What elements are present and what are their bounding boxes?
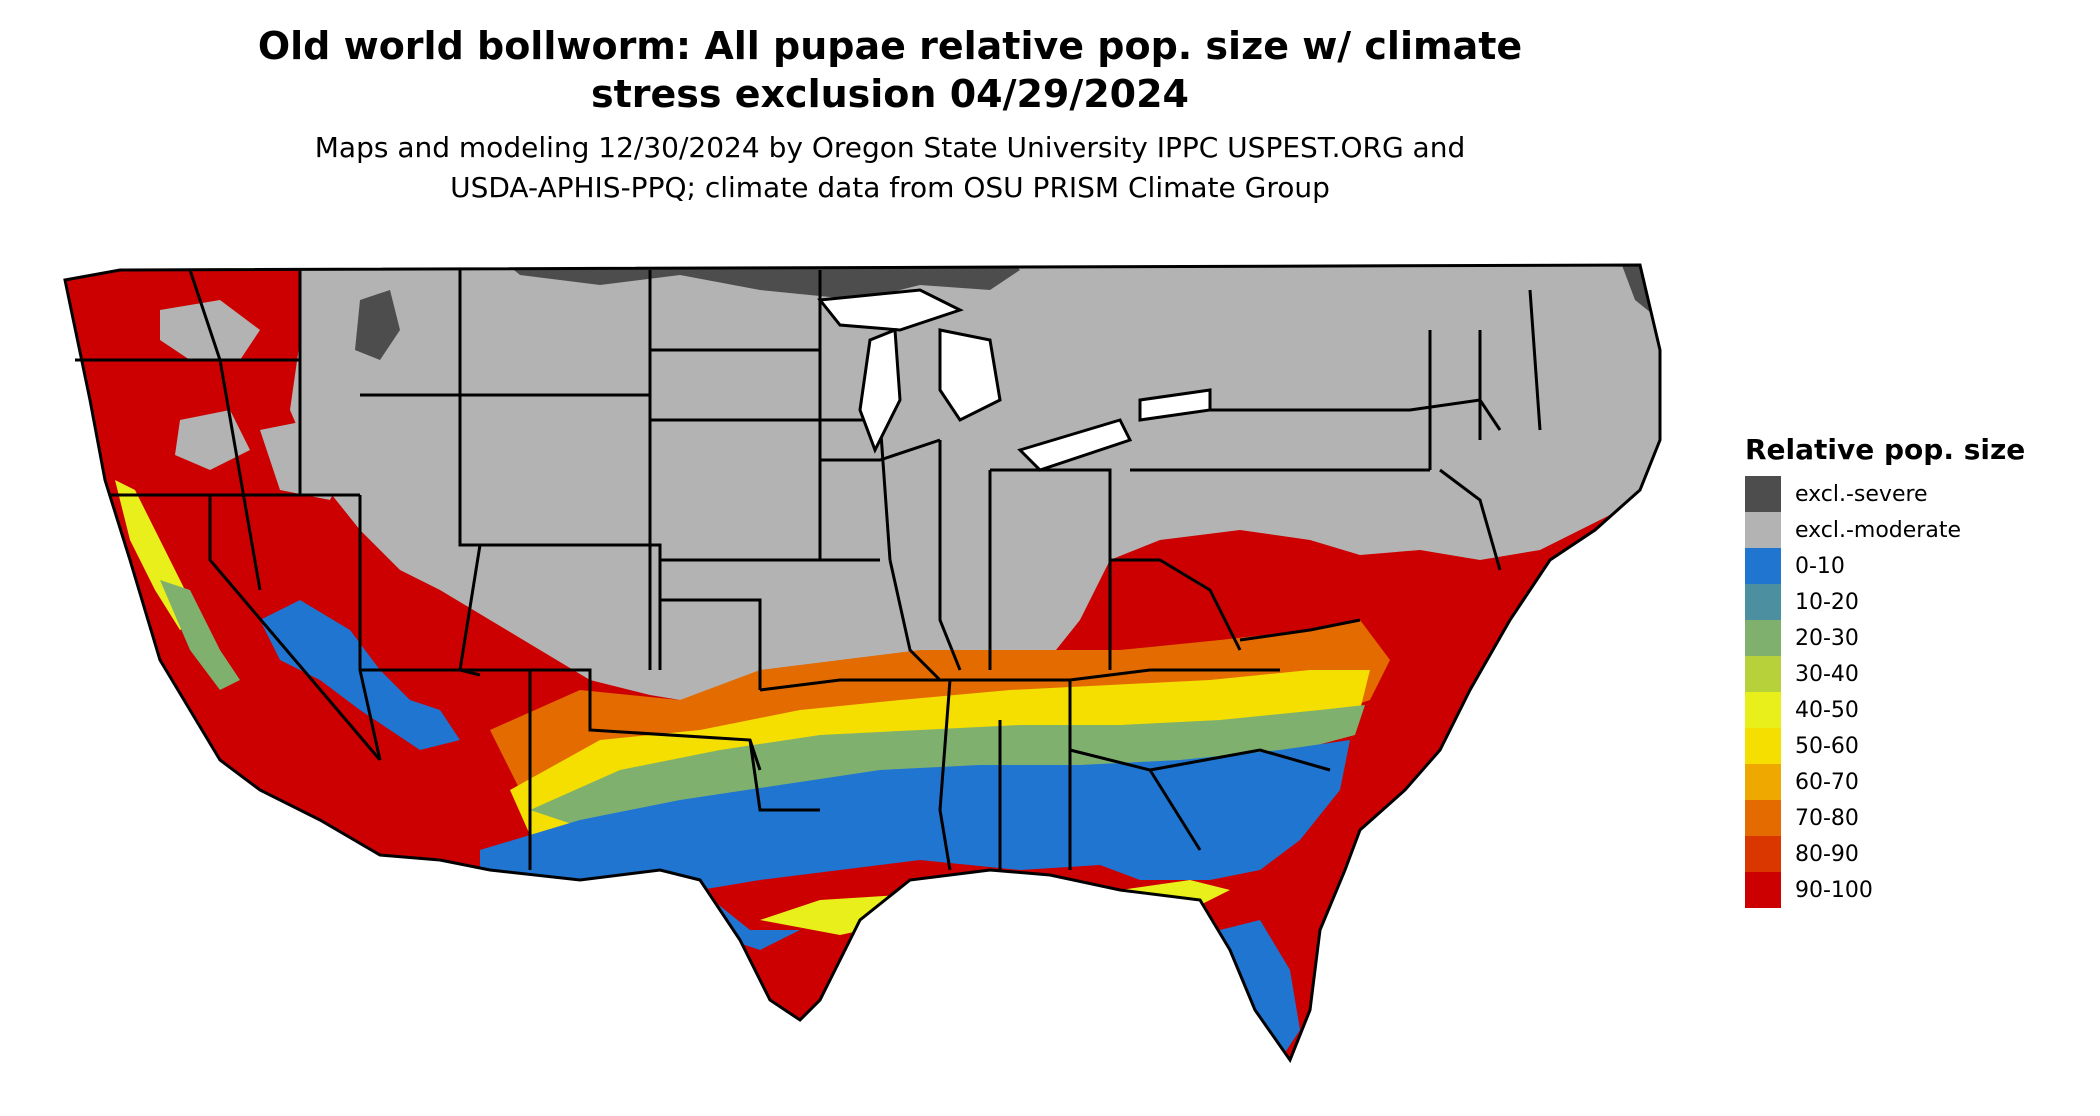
legend-item: 80-90 [1745,836,2085,872]
legend-swatch [1745,548,1781,584]
zone-20-30-california [160,580,240,690]
legend-item: 50-60 [1745,728,2085,764]
zone-excl-moderate-west-2 [260,420,350,500]
lake-ontario [1138,388,1212,422]
legend-swatch [1745,800,1781,836]
legend-label: excl.-severe [1795,481,1928,507]
legend-item: 20-30 [1745,620,2085,656]
map-title: Old world bollworm: All pupae relative p… [200,22,1580,118]
legend-label: 50-60 [1795,733,1859,759]
legend-label: 10-20 [1795,589,1859,615]
legend-title: Relative pop. size [1745,433,2026,466]
legend-item: excl.-severe [1745,476,2085,512]
legend-items: excl.-severe excl.-moderate 0-10 10-20 20-30… [1745,476,2085,908]
legend-label: 20-30 [1795,625,1859,651]
legend-label: 0-10 [1795,553,1845,579]
title-line-1: Old world bollworm: All pupae relative p… [257,24,1523,68]
legend-label: 90-100 [1795,877,1873,903]
lake-huron [938,328,1002,422]
legend-item: 10-20 [1745,584,2085,620]
zone-excl-severe-north [490,265,1020,300]
title-line-2: stress exclusion 04/29/2024 [591,72,1189,116]
legend-label: 80-90 [1795,841,1859,867]
legend-item: 70-80 [1745,800,2085,836]
us-map [63,263,1662,1064]
legend-swatch [1745,476,1781,512]
legend-label: excl.-moderate [1795,517,1961,543]
legend-swatch [1745,692,1781,728]
legend-item: 40-50 [1745,692,2085,728]
population-raster [65,265,1660,1060]
legend-swatch [1745,728,1781,764]
legend-swatch [1745,836,1781,872]
zone-excl-moderate-west-3 [380,460,480,540]
zone-excl-moderate-north [290,265,1660,720]
map-subtitle: Maps and modeling 12/30/2024 by Oregon S… [200,128,1580,208]
subtitle-line-2: USDA-APHIS-PPQ; climate data from OSU PR… [450,171,1330,204]
legend-swatch [1745,764,1781,800]
lake-michigan [858,327,902,454]
legend-item: 60-70 [1745,764,2085,800]
zone-50-60-band [510,670,1370,835]
zone-0-10-south [480,740,1350,1050]
legend-item: excl.-moderate [1745,512,2085,548]
legend-swatch [1745,512,1781,548]
zone-excl-severe-wyoming [355,290,400,360]
legend-swatch [1745,620,1781,656]
lake-erie [1017,418,1133,472]
legend-swatch [1745,656,1781,692]
legend-label: 60-70 [1795,769,1859,795]
legend-label: 70-80 [1795,805,1859,831]
zone-0-10-florida [1220,920,1300,1060]
legend-label: 30-40 [1795,661,1859,687]
legend-swatch [1745,872,1781,908]
lake-superior [817,288,964,332]
legend-label: 40-50 [1795,697,1859,723]
legend-item: 30-40 [1745,656,2085,692]
legend-item: 90-100 [1745,872,2085,908]
legend-item: 0-10 [1745,548,2085,584]
great-lakes [817,288,1212,472]
legend-swatch [1745,584,1781,620]
legend: Relative pop. size excl.-severe excl.-mod… [1745,432,2085,908]
state-boundaries [63,263,1662,1064]
subtitle-line-1: Maps and modeling 12/30/2024 by Oregon S… [314,131,1466,164]
